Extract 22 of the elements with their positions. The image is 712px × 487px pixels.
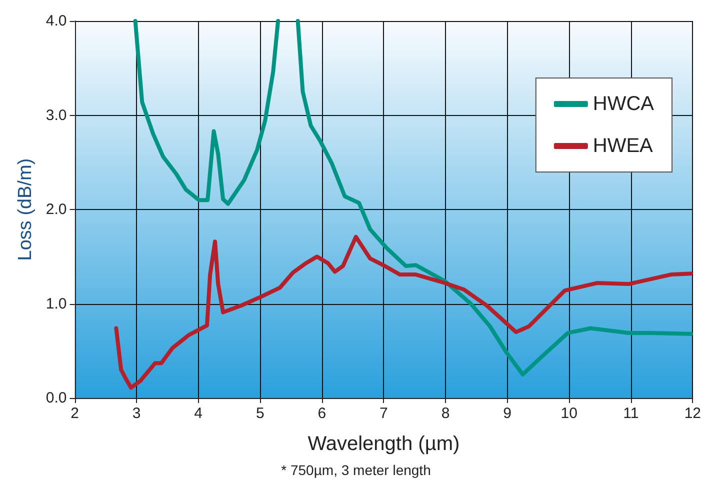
x-tick-label: 6 xyxy=(318,405,326,422)
x-axis-title: Wavelength (µm) xyxy=(308,433,460,455)
y-tick-label: 1.0 xyxy=(46,295,67,312)
x-tick-label: 12 xyxy=(684,405,701,422)
x-tick-label: 7 xyxy=(380,405,388,422)
x-tick-label: 11 xyxy=(623,405,639,422)
x-tick-label: 3 xyxy=(132,405,141,422)
legend-label: HWEA xyxy=(592,135,654,157)
x-tick-label: 10 xyxy=(560,405,578,422)
x-tick-label: 9 xyxy=(503,405,512,422)
y-axis-title: Loss (dB/m) xyxy=(15,158,36,261)
x-tick-label: 5 xyxy=(256,405,264,422)
y-tick-label: 0.0 xyxy=(46,390,67,406)
line-series xyxy=(114,234,693,390)
legend-label: HWCA xyxy=(592,93,655,115)
y-tick-label: 4.0 xyxy=(46,12,67,30)
x-tick-label: 4 xyxy=(194,405,203,422)
y-tick-label: 3.0 xyxy=(46,106,67,124)
y-tick-label: 2.0 xyxy=(46,201,67,218)
text: * 750µm, 3 meter length xyxy=(281,462,431,478)
x-tick-label: 8 xyxy=(441,405,450,422)
x-tick-label: 2 xyxy=(70,405,79,422)
